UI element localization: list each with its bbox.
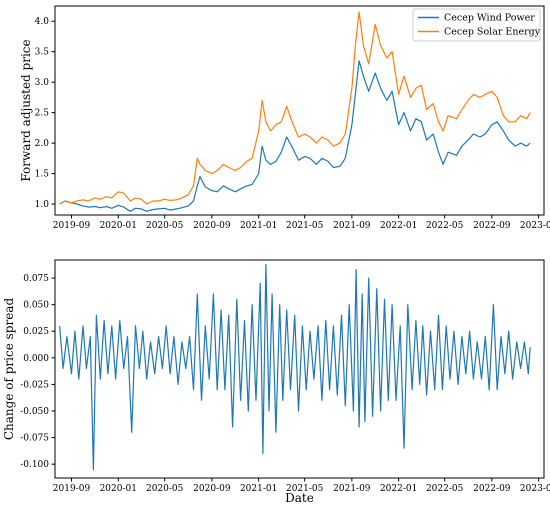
spread-y-axis-label: Change of price spread xyxy=(2,298,16,441)
price-y-tick: 1.0 xyxy=(35,200,55,210)
price-y-tick-label: 1.5 xyxy=(35,170,50,180)
spread-y-tick-label: 0.025 xyxy=(23,327,49,337)
price-x-tick: 2020-09 xyxy=(193,215,231,231)
spread-x-tick-label: 2021-01 xyxy=(240,484,277,494)
spread-y-tick: -0.075 xyxy=(20,434,55,444)
price-x-tick: 2022-09 xyxy=(473,215,511,231)
price-chart-panel: 2019-09 2020-01 2020-05 2020-09 2021-01 2021-… xyxy=(19,5,550,231)
price-x-tick-label: 2021-09 xyxy=(333,221,371,231)
price-y-tick-label: 1.0 xyxy=(35,200,50,210)
spread-y-tick: 0.050 xyxy=(23,301,55,311)
price-y-tick-label: 4.0 xyxy=(35,17,50,27)
spread-x-tick-label: 2022-09 xyxy=(473,484,511,494)
price-y-tick: 2.5 xyxy=(35,109,55,119)
spread-y-tick: -0.025 xyxy=(20,380,55,390)
price-y-axis-ticks: 1.0 1.5 2.0 2.5 3.0 3.5 4.0 xyxy=(35,17,55,210)
spread-x-tick-label: 2020-09 xyxy=(193,484,231,494)
price-x-tick-label: 2022-09 xyxy=(473,221,511,231)
spread-y-tick-label: -0.075 xyxy=(20,434,49,444)
price-x-tick-label: 2019-09 xyxy=(53,221,91,231)
spread-x-tick: 2023-01 xyxy=(520,478,550,494)
spread-x-tick: 2020-05 xyxy=(146,478,184,494)
price-x-tick: 2021-09 xyxy=(333,215,371,231)
spread-series-line-0 xyxy=(59,263,531,471)
price-x-tick: 2021-01 xyxy=(240,215,277,231)
spread-x-tick: 2019-09 xyxy=(53,478,91,494)
price-x-tick: 2023-01 xyxy=(520,215,550,231)
price-x-tick-label: 2020-01 xyxy=(100,221,137,231)
spread-chart-frame xyxy=(54,259,545,479)
price-x-tick-label: 2020-09 xyxy=(193,221,231,231)
price-x-axis-ticks: 2019-09 2020-01 2020-05 2020-09 2021-01 2021-… xyxy=(53,215,550,231)
spread-x-tick: 2021-05 xyxy=(286,478,324,494)
price-x-tick: 2020-01 xyxy=(100,215,137,231)
legend: Cecep Wind Power Cecep Solar Energy xyxy=(412,8,541,42)
price-x-tick: 2022-01 xyxy=(380,215,417,231)
price-chart-frame xyxy=(54,5,545,216)
legend-label-wind: Cecep Wind Power xyxy=(444,13,535,24)
spread-x-tick: 2022-05 xyxy=(426,478,464,494)
price-x-tick: 2019-09 xyxy=(53,215,91,231)
price-x-tick: 2022-05 xyxy=(426,215,464,231)
spread-x-axis-ticks: 2019-09 2020-01 2020-05 2020-09 2021-01 2021-… xyxy=(53,478,550,494)
price-y-axis-label: Forward adjusted price xyxy=(19,39,33,181)
price-y-tick-label: 2.0 xyxy=(35,139,50,149)
spread-series-lines xyxy=(59,263,531,471)
price-y-tick-label: 2.5 xyxy=(35,109,50,119)
spread-x-tick-label: 2019-09 xyxy=(53,484,91,494)
spread-x-tick-label: 2022-05 xyxy=(426,484,464,494)
spread-y-tick: 0.075 xyxy=(23,274,55,284)
spread-x-tick-label: 2022-01 xyxy=(380,484,417,494)
spread-chart-panel: 2019-09 2020-01 2020-05 2020-09 2021-01 2021-… xyxy=(2,259,550,505)
spread-x-tick-label: 2021-05 xyxy=(286,484,324,494)
price-y-tick-label: 3.0 xyxy=(35,78,50,88)
price-x-tick-label: 2021-05 xyxy=(286,221,324,231)
spread-x-tick: 2021-01 xyxy=(240,478,277,494)
price-series-line-cecep-wind-power xyxy=(59,60,531,212)
price-y-tick: 2.0 xyxy=(35,139,55,149)
spread-x-tick-label: 2023-01 xyxy=(520,484,550,494)
price-series-lines xyxy=(59,11,531,212)
spread-x-tick: 2022-01 xyxy=(380,478,417,494)
spread-y-tick: -0.100 xyxy=(20,460,55,470)
price-x-tick-label: 2020-05 xyxy=(146,221,184,231)
spread-y-tick: 0.000 xyxy=(23,354,55,364)
price-series-line-cecep-solar-energy xyxy=(59,11,531,205)
price-y-tick: 3.5 xyxy=(35,48,55,58)
spread-x-tick: 2021-09 xyxy=(333,478,371,494)
spread-y-tick-label: -0.050 xyxy=(20,407,49,417)
spread-y-tick-label: 0.050 xyxy=(23,301,49,311)
spread-y-tick-label: -0.100 xyxy=(20,460,49,470)
price-y-tick: 4.0 xyxy=(35,17,55,27)
price-y-tick: 1.5 xyxy=(35,170,55,180)
spread-x-tick: 2022-09 xyxy=(473,478,511,494)
spread-x-tick: 2020-09 xyxy=(193,478,231,494)
price-y-tick-label: 3.5 xyxy=(35,48,50,58)
spread-x-tick-label: 2021-09 xyxy=(333,484,371,494)
spread-y-tick-label: -0.025 xyxy=(20,380,49,390)
price-x-tick-label: 2022-05 xyxy=(426,221,464,231)
spread-x-tick-label: 2020-05 xyxy=(146,484,184,494)
spread-y-axis-ticks: -0.100 -0.075 -0.050 -0.025 0.000 0.025 0.050 0… xyxy=(20,274,55,470)
spread-y-tick: -0.050 xyxy=(20,407,55,417)
legend-box xyxy=(412,8,541,42)
spread-x-tick: 2020-01 xyxy=(100,478,137,494)
price-x-tick: 2021-05 xyxy=(286,215,324,231)
price-x-tick-label: 2021-01 xyxy=(240,221,277,231)
price-x-tick-label: 2023-01 xyxy=(520,221,550,231)
price-y-tick: 3.0 xyxy=(35,78,55,88)
x-axis-label: Date xyxy=(285,491,314,505)
price-x-tick-label: 2022-01 xyxy=(380,221,417,231)
spread-x-tick-label: 2020-01 xyxy=(100,484,137,494)
spread-y-tick-label: 0.075 xyxy=(23,274,49,284)
spread-y-tick: 0.025 xyxy=(23,327,55,337)
legend-label-solar: Cecep Solar Energy xyxy=(444,27,541,38)
price-x-tick: 2020-05 xyxy=(146,215,184,231)
spread-y-tick-label: 0.000 xyxy=(23,354,49,364)
